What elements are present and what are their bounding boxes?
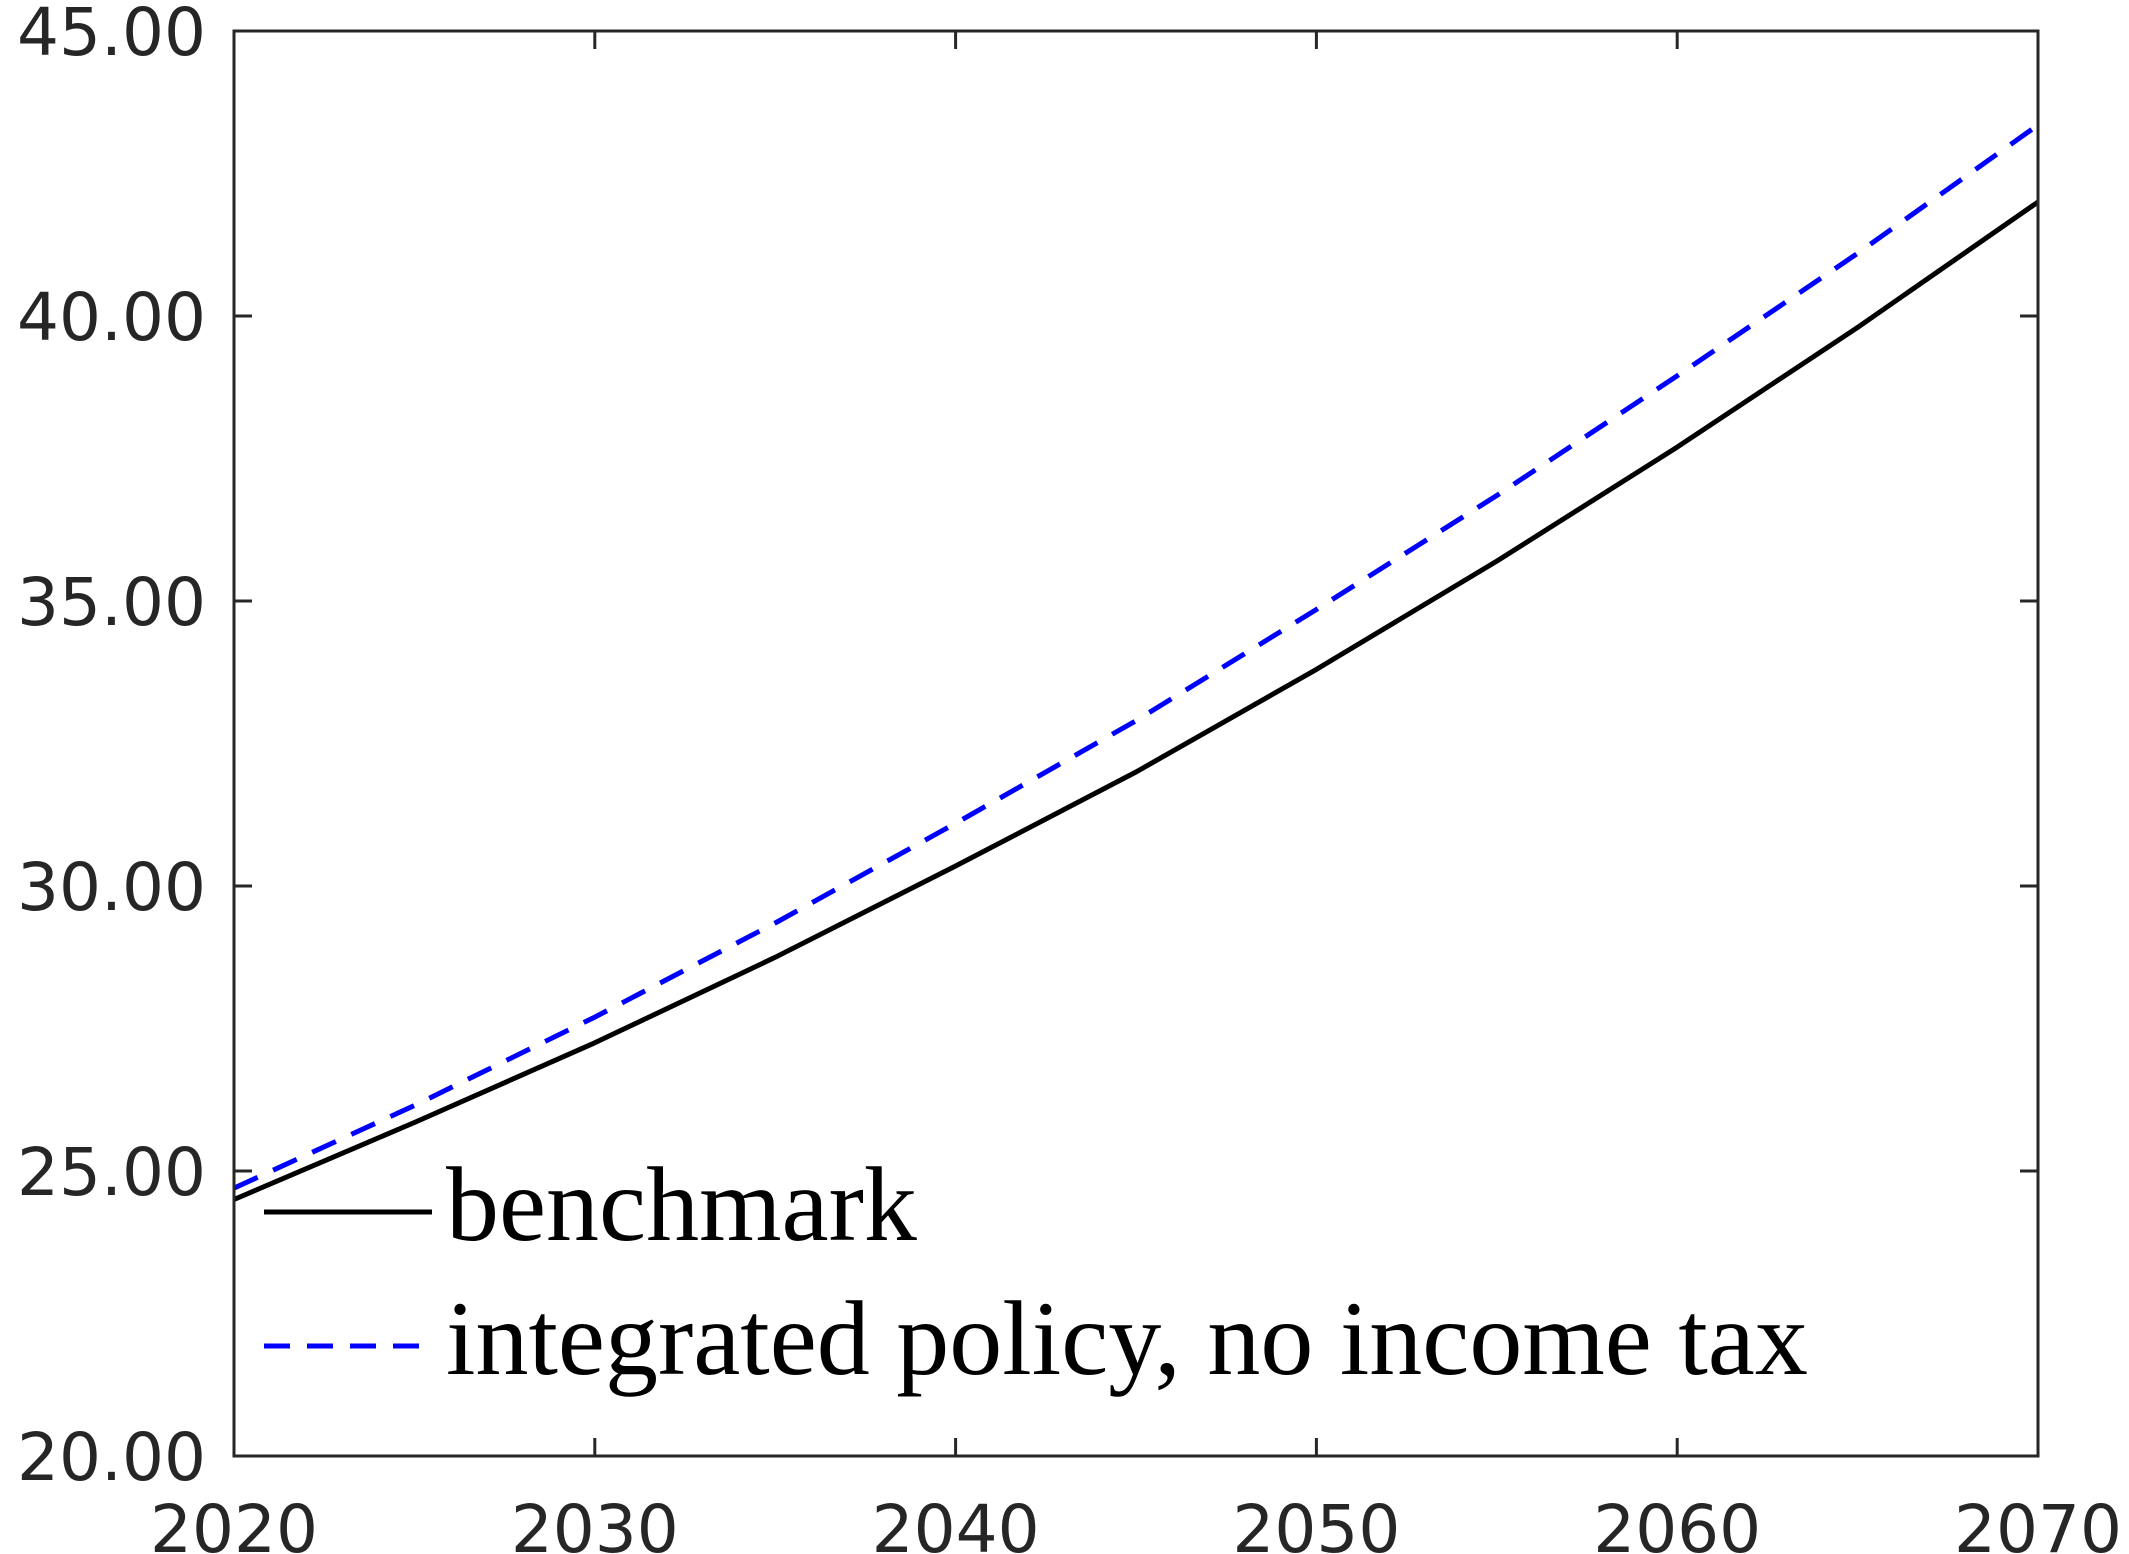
y-tick-labels: 20.00 25.00 30.00 35.00 40.00 45.00 <box>17 0 206 1496</box>
plot-frame <box>232 29 2040 1458</box>
x-tick-labels: 2020 2030 2040 2050 2060 2070 <box>150 1491 2122 1554</box>
plot-background <box>234 31 2038 1456</box>
legend-label-benchmark: benchmark <box>446 1146 917 1263</box>
series-line-integrated-policy <box>232 122 2040 1191</box>
series-line-benchmark <box>233 199 2040 1202</box>
x-tick-label: 2030 <box>511 1491 679 1554</box>
x-tick-label: 2060 <box>1593 1491 1761 1554</box>
y-tick-label: 25.00 <box>17 1134 206 1211</box>
tick-layer <box>232 29 2040 1458</box>
y-tick-label: 40.00 <box>17 279 206 356</box>
y-tick-label: 35.00 <box>17 564 206 641</box>
x-tick-label: 2020 <box>150 1491 318 1554</box>
y-tick-label: 45.00 <box>17 0 206 71</box>
x-tick-label: 2070 <box>1954 1491 2122 1554</box>
y-tick-label: 20.00 <box>17 1419 206 1496</box>
y-tick-label: 30.00 <box>17 849 206 926</box>
legend: benchmark integrated policy, no income t… <box>264 1146 1808 1397</box>
x-tick-label: 2040 <box>872 1491 1040 1554</box>
x-tick-label: 2050 <box>1232 1491 1400 1554</box>
series-layer <box>232 122 2040 1202</box>
legend-label-integrated-policy: integrated policy, no income tax <box>446 1280 1808 1397</box>
